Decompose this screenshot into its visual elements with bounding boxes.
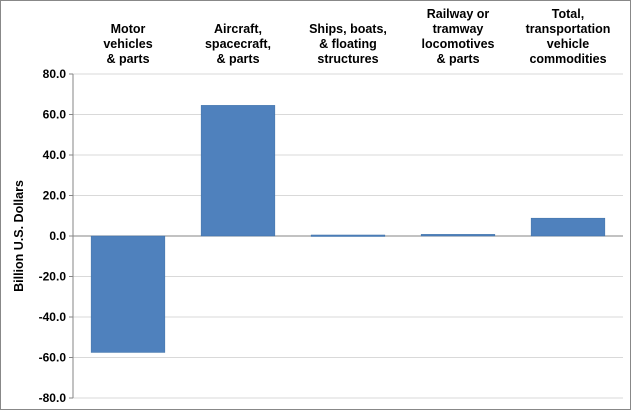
y-axis-title: Billion U.S. Dollars bbox=[12, 180, 26, 292]
bar bbox=[530, 217, 606, 237]
y-tick-label: -20.0 bbox=[39, 270, 67, 284]
category-label-line: vehicle bbox=[547, 37, 589, 51]
bar bbox=[420, 234, 496, 237]
category-label: Ships, boats, & floating structures bbox=[309, 22, 387, 66]
category-label-line: structures bbox=[317, 52, 378, 66]
y-tick-label: -80.0 bbox=[39, 391, 67, 405]
y-tick-label: 80.0 bbox=[43, 67, 67, 81]
category-label-line: Aircraft, bbox=[214, 22, 262, 36]
category-label-line: Motor bbox=[111, 22, 146, 36]
y-tick-label: -60.0 bbox=[39, 351, 67, 365]
category-label-line: Railway or bbox=[427, 7, 490, 21]
category-label: Motor vehicles & parts bbox=[103, 22, 152, 66]
y-tick-labels: -80.0 -60.0 -40.0 -20.0 0.0 20.0 40.0 60.0 80.0 bbox=[39, 67, 67, 405]
category-label-line: commodities bbox=[529, 52, 606, 66]
category-label-line: transportation bbox=[526, 22, 611, 36]
bar bbox=[200, 105, 276, 237]
category-label-line: vehicles bbox=[103, 37, 152, 51]
category-label-line: Total, bbox=[552, 7, 584, 21]
category-label-line: Ships, boats, bbox=[309, 22, 387, 36]
category-label: Railway or tramway locomotives & parts bbox=[422, 7, 495, 66]
category-label-line: tramway bbox=[433, 22, 484, 36]
y-tick-label: 60.0 bbox=[43, 108, 67, 122]
bars bbox=[90, 105, 606, 353]
category-label-line: & parts bbox=[106, 52, 149, 66]
category-label: Aircraft, spacecraft, & parts bbox=[205, 22, 271, 66]
y-tick-label: 40.0 bbox=[43, 148, 67, 162]
y-tick-label: -40.0 bbox=[39, 310, 67, 324]
category-label-line: & parts bbox=[436, 52, 479, 66]
category-label: Total, transportation vehicle commodities bbox=[526, 7, 611, 66]
y-tick-label: 20.0 bbox=[43, 189, 67, 203]
category-label-line: & floating bbox=[319, 37, 377, 51]
bar bbox=[310, 234, 386, 237]
category-label-line: & parts bbox=[216, 52, 259, 66]
category-label-line: locomotives bbox=[422, 37, 495, 51]
y-tick-label: 0.0 bbox=[49, 229, 66, 243]
category-label-line: spacecraft, bbox=[205, 37, 271, 51]
bar bbox=[90, 235, 166, 353]
